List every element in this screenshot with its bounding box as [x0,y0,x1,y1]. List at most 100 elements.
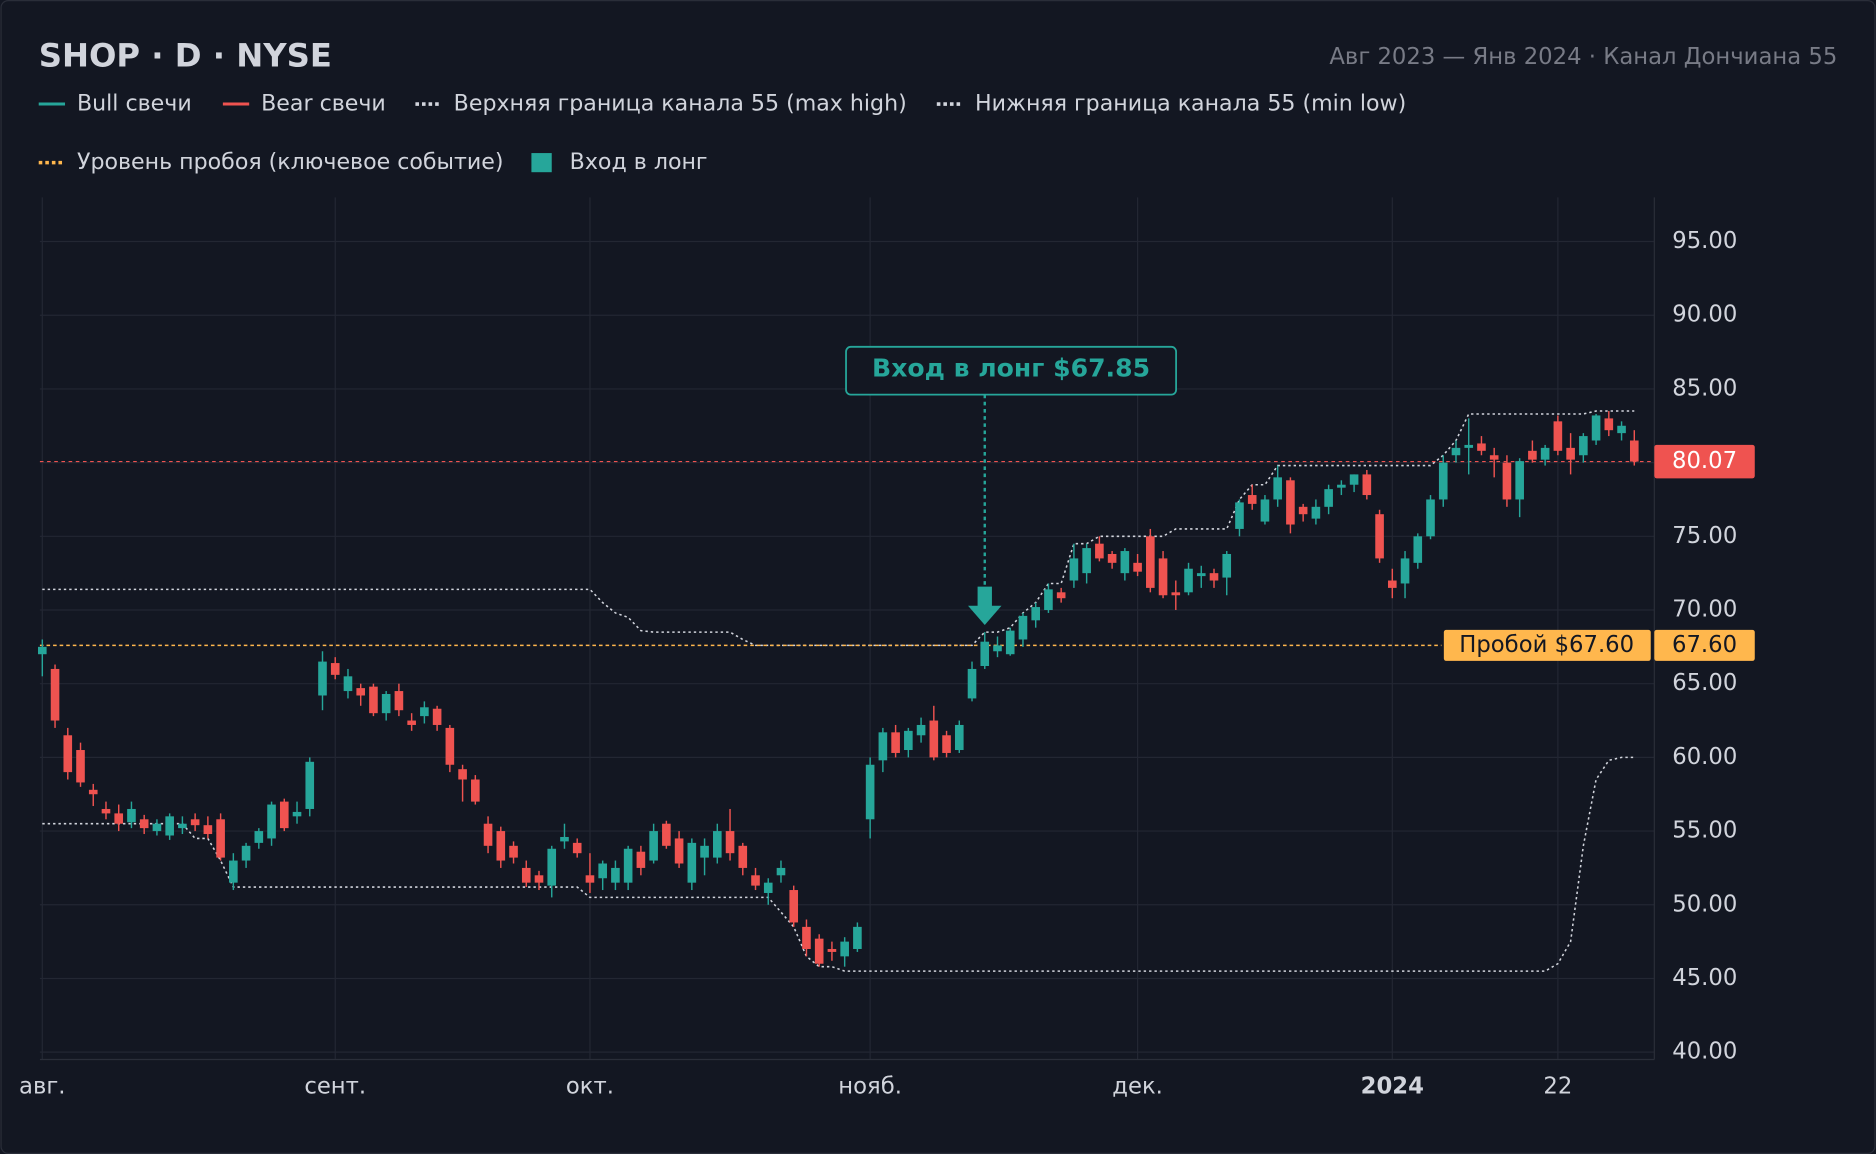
breakout-annotation: Пробой $67.60 [1459,632,1634,658]
axis-badge-label: 80.07 [1672,448,1737,474]
y-tick-label: 55.00 [1672,818,1737,844]
candle-body [1477,443,1486,451]
candle-body [445,727,455,765]
candle-body [292,811,302,817]
chart-title: SHOP · D · NYSE [39,36,332,74]
candle-body [1400,558,1410,584]
candle-body [521,867,531,883]
x-tick-label: авг. [19,1074,65,1100]
y-tick-label: 90.00 [1672,302,1737,328]
candle-body [1298,506,1308,515]
x-tick-label: 2024 [1361,1074,1424,1100]
candle-body [725,831,735,854]
candle-body [190,819,200,826]
candle-body [50,668,60,721]
candle-body [63,735,73,773]
x-tick-label: 22 [1543,1074,1572,1100]
y-tick-label: 50.00 [1672,891,1737,917]
candle-body [1031,607,1041,621]
candle-body [203,825,213,835]
x-tick-label: сент. [304,1074,366,1100]
candle-body [1337,484,1346,488]
candle-body [878,732,888,761]
candle-body [853,926,862,949]
candle-body [139,819,149,829]
x-tick-label: нояб. [838,1074,902,1100]
candle-body [165,816,174,836]
legend-label: Bull свечи [77,91,192,117]
candle-body [369,686,378,714]
candle-body [827,948,837,952]
y-tick-label: 40.00 [1672,1039,1737,1065]
candle-body [1196,573,1206,577]
candle-body [649,831,658,861]
candle-body [1629,440,1639,462]
candle-body [636,851,646,868]
channel-line [42,756,1635,972]
candle-body [967,668,977,699]
candle-body [1311,506,1321,519]
candle-body [1438,462,1448,500]
legend-swatch [531,153,552,173]
candle-body [751,875,760,886]
candle-body [547,848,557,886]
candle-body [814,938,824,964]
y-tick-label: 70.00 [1672,596,1737,622]
candle-body [891,732,900,753]
candle-body [318,661,327,696]
candle-body [1095,543,1104,559]
candle-body [76,750,85,783]
candle-body [840,941,849,957]
candle-body [254,831,264,843]
candle-body [1018,615,1028,640]
candle-body [88,789,98,795]
x-tick-label: окт. [566,1074,614,1100]
candle-body [1286,480,1295,525]
candle-body [152,823,162,832]
candle-body [432,708,442,725]
chart-subtitle: Авг 2023 — Янв 2024 · Канал Дончиана 55 [1329,44,1837,70]
candle-body [585,875,595,883]
candle-body [279,801,289,829]
candle-body [1375,514,1384,559]
candle-body [776,867,786,876]
candle-body [1617,425,1626,434]
candle-body [1133,562,1142,572]
candle-body [916,724,926,736]
candle-body [394,691,404,711]
candle-body [1082,548,1091,574]
entry-box [845,345,1177,396]
candle-body [1247,495,1257,504]
candle-body [1489,455,1499,460]
y-tick-label: 60.00 [1672,744,1737,770]
axis-badge [1654,629,1755,661]
candle-body [712,831,722,858]
entry-label: Вход в лонг $67.85 [872,354,1150,383]
candle-body [789,890,799,923]
candle-body [1502,462,1512,500]
axis-badge-label: 67.60 [1672,632,1737,658]
legend-label: Bear свечи [261,91,386,117]
candle-body [1349,474,1359,485]
candle-body [1553,421,1563,451]
candle-body [1005,630,1015,655]
candle-body [381,694,391,714]
candle-body [509,845,518,858]
candle-body [534,875,544,883]
candle-body [929,720,939,758]
candle-body [343,676,353,692]
candle-body [458,769,467,780]
legend-label: Вход в лонг [570,149,708,175]
candle-body [1260,499,1270,522]
candle-body [1107,553,1117,563]
candle-body [101,808,111,814]
candle-body [1528,450,1537,460]
legend-label: Нижняя граница канала 55 (min low) [975,91,1406,117]
candle-body [1388,580,1397,588]
candle-body [1579,436,1588,456]
candle-body [662,823,671,846]
candle-body [330,663,340,675]
candle-body [700,845,709,858]
